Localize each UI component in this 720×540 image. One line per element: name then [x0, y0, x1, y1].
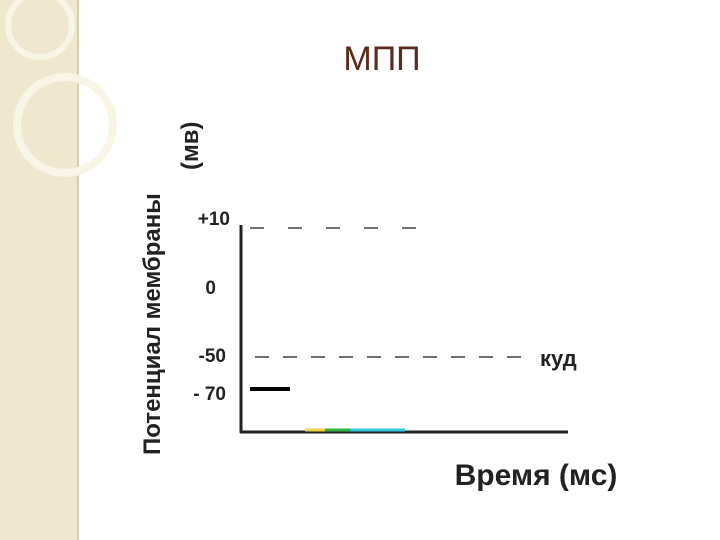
y-tick-label: +10	[198, 209, 230, 230]
y-axis-label: (мв)	[177, 122, 204, 171]
x-axis-label: Время (мс)	[455, 459, 618, 492]
y-tick-label: - 70	[193, 384, 226, 405]
slide-title: МПП	[343, 40, 420, 78]
threshold-label: куд	[540, 346, 577, 371]
y-tick-label: -50	[199, 346, 226, 367]
y-axis-label: Потенциал мембраны	[139, 193, 166, 455]
y-tick-label: 0	[205, 278, 216, 299]
decor-circle	[13, 73, 117, 177]
decor-circle	[5, 0, 75, 60]
side-band	[0, 0, 78, 540]
